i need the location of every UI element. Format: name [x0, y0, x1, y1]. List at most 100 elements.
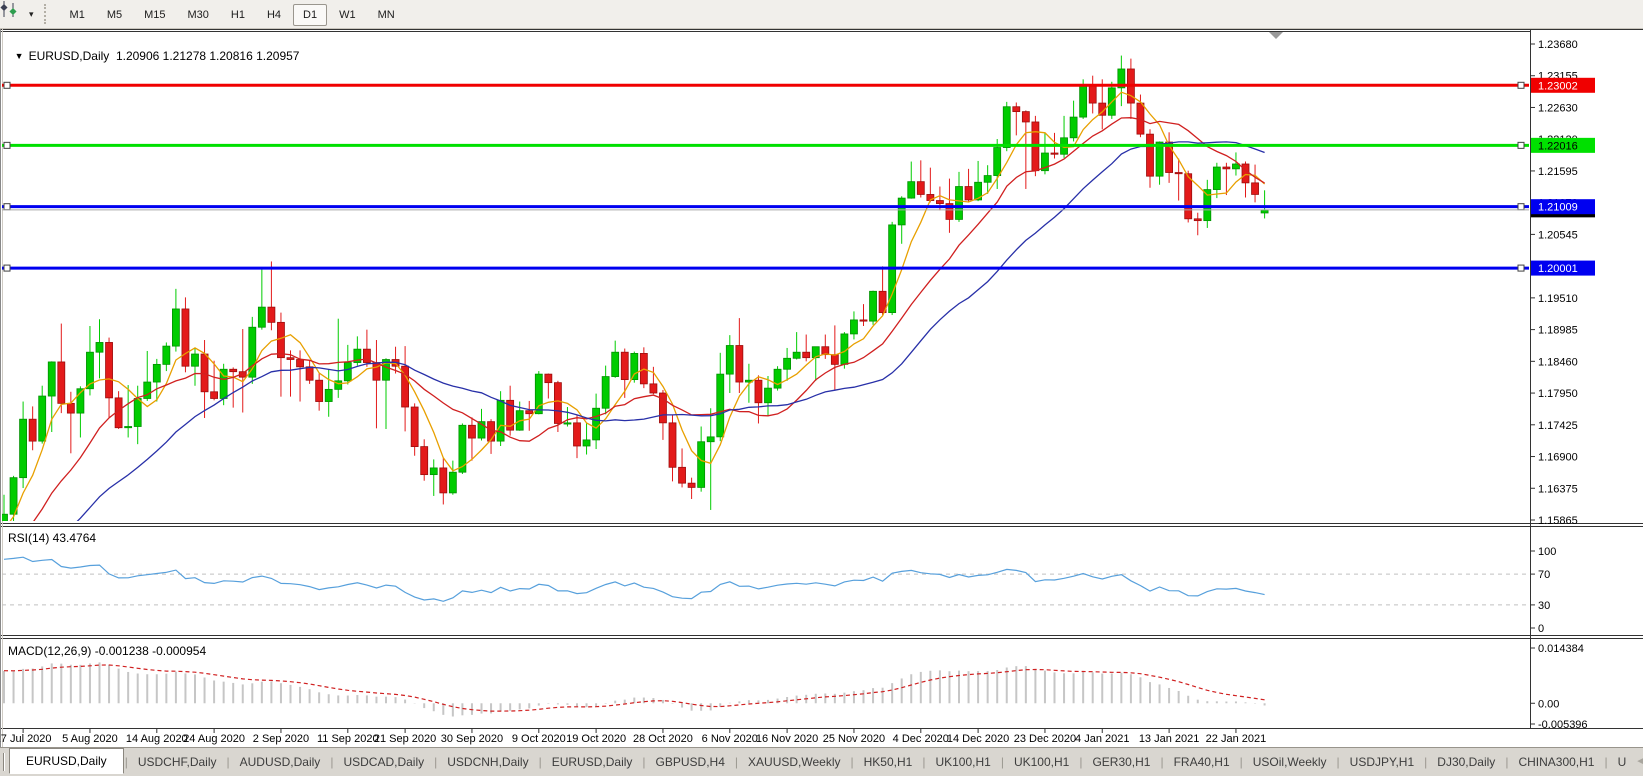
- svg-text:13 Jan 2021: 13 Jan 2021: [1139, 733, 1200, 745]
- chart-objects-icon[interactable]: [0, 1, 27, 23]
- hline-1.22016[interactable]: [2, 141, 1529, 149]
- price-badge-1.20001: 1.20001: [1531, 260, 1595, 276]
- macd-label: MACD(12,26,9) -0.001238 -0.000954: [8, 644, 207, 658]
- svg-text:1.21009: 1.21009: [1538, 202, 1578, 214]
- svg-text:19 Oct 2020: 19 Oct 2020: [566, 733, 626, 745]
- svg-text:11 Sep 2020: 11 Sep 2020: [317, 733, 379, 745]
- svg-text:70: 70: [1538, 569, 1550, 581]
- toolbar-grip[interactable]: [43, 4, 50, 24]
- timeframe-button-h4[interactable]: H4: [266, 9, 282, 21]
- svg-text:28 Oct 2020: 28 Oct 2020: [633, 733, 693, 745]
- tab-separator: |: [1239, 755, 1243, 769]
- chart-title: ▼ EURUSD,Daily 1.20906 1.21278 1.20816 1.…: [8, 35, 300, 63]
- hline-1.21009[interactable]: [2, 203, 1529, 211]
- chart-tab-eurusd-daily[interactable]: EURUSD,Daily: [9, 747, 124, 774]
- slow-ma-25: [76, 141, 1265, 521]
- timeframe-button-m30[interactable]: M30: [187, 9, 209, 21]
- svg-text:22 Jan 2021: 22 Jan 2021: [1206, 733, 1267, 745]
- tab-separator: |: [434, 755, 438, 769]
- rsi-line: [3, 556, 1265, 602]
- chart-tab-bar: EURUSD,Daily | USDCHF,Daily | AUDUSD,Daily | U…: [0, 747, 1643, 776]
- mid-ma-13: [33, 117, 1265, 521]
- symbol-dropdown-icon[interactable]: ▼: [14, 51, 24, 61]
- chart-shift-marker[interactable]: [1269, 32, 1283, 39]
- chart-tab-fra40-h1[interactable]: FRA40,H1: [1173, 755, 1230, 769]
- tab-separator: |: [1000, 755, 1004, 769]
- svg-text:5 Aug 2020: 5 Aug 2020: [62, 733, 118, 745]
- chart-tab-usdjpy-h1[interactable]: USDJPY,H1: [1349, 755, 1415, 769]
- svg-text:1.23002: 1.23002: [1538, 80, 1578, 92]
- chart-tab-gbpusd-h4[interactable]: GBPUSD,H4: [655, 755, 725, 769]
- chart-tab-usdcad-daily[interactable]: USDCAD,Daily: [343, 755, 425, 769]
- chart-tab-u[interactable]: U: [1617, 755, 1627, 769]
- timeframe-button-w1[interactable]: W1: [339, 9, 356, 21]
- svg-text:1.16900: 1.16900: [1538, 452, 1578, 464]
- timeframe-button-mn[interactable]: MN: [377, 9, 395, 21]
- rsi-label: RSI(14) 43.4764: [8, 531, 97, 545]
- timeframe-button-d1[interactable]: D1: [293, 4, 328, 26]
- tab-separator: |: [1160, 755, 1164, 769]
- tab-separator: |: [1505, 755, 1509, 769]
- chart-tab-audusd-daily[interactable]: AUDUSD,Daily: [239, 755, 321, 769]
- svg-text:1.15865: 1.15865: [1538, 515, 1578, 527]
- chart-tab-xauusd-weekly[interactable]: XAUUSD,Weekly: [748, 755, 841, 769]
- tab-separator: |: [642, 755, 646, 769]
- timeframe-button-m1[interactable]: M1: [69, 9, 85, 21]
- tab-separator: |: [1079, 755, 1083, 769]
- chart-tab-eurusd-daily[interactable]: EURUSD,Daily: [551, 755, 633, 769]
- svg-text:1.22016: 1.22016: [1538, 140, 1578, 152]
- chart-tab-usdchf-daily[interactable]: USDCHF,Daily: [137, 755, 217, 769]
- chart-tab-uk100-h1[interactable]: UK100,H1: [1013, 755, 1070, 769]
- tab-separator: |: [226, 755, 230, 769]
- tab-separator: |: [850, 755, 854, 769]
- chevron-down-icon[interactable]: ▾: [29, 8, 34, 19]
- hline-1.20001[interactable]: [2, 264, 1529, 272]
- tabbar-grip[interactable]: [3, 753, 5, 771]
- macd-signal-line: [3, 664, 1265, 712]
- chart-tab-usdcnh-daily[interactable]: USDCNH,Daily: [447, 755, 529, 769]
- svg-text:27 Jul 2020: 27 Jul 2020: [0, 733, 52, 745]
- svg-text:25 Nov 2020: 25 Nov 2020: [823, 733, 885, 745]
- svg-text:1.19510: 1.19510: [1538, 293, 1578, 305]
- tab-separator: |: [922, 755, 926, 769]
- timeframe-button-h1[interactable]: H1: [230, 9, 245, 21]
- chart-tab-usoil-weekly[interactable]: USOil,Weekly: [1252, 755, 1327, 769]
- candles: [2, 55, 1269, 521]
- svg-text:0.00: 0.00: [1538, 698, 1559, 710]
- svg-text:1.22630: 1.22630: [1538, 102, 1578, 114]
- chart-tab-ger30-h1[interactable]: GER30,H1: [1092, 755, 1151, 769]
- svg-text:30 Sep 2020: 30 Sep 2020: [441, 733, 503, 745]
- svg-text:1.21595: 1.21595: [1538, 166, 1578, 178]
- svg-text:1.17425: 1.17425: [1538, 420, 1578, 432]
- price-badge-1.23002: 1.23002: [1531, 77, 1595, 93]
- timeframe-button-m15[interactable]: M15: [144, 9, 166, 21]
- svg-text:0.014384: 0.014384: [1538, 643, 1584, 655]
- tab-separator: |: [124, 755, 128, 769]
- svg-text:6 Nov 2020: 6 Nov 2020: [702, 733, 758, 745]
- macd-histogram: [3, 662, 1266, 717]
- svg-text:14 Aug 2020: 14 Aug 2020: [126, 733, 188, 745]
- tab-separator: |: [1604, 755, 1608, 769]
- svg-text:1.20001: 1.20001: [1538, 263, 1578, 275]
- timeframe-button-m5[interactable]: M5: [106, 9, 123, 21]
- tab-scroll-left-icon[interactable]: ◄: [1635, 756, 1643, 767]
- chart-tab-hk50-h1[interactable]: HK50,H1: [863, 755, 913, 769]
- tab-separator: |: [1424, 755, 1428, 769]
- svg-text:4 Jan 2021: 4 Jan 2021: [1075, 733, 1129, 745]
- chart-tab-china300-h1[interactable]: CHINA300,H1: [1518, 755, 1595, 769]
- svg-text:9 Oct 2020: 9 Oct 2020: [512, 733, 566, 745]
- svg-text:-0.005396: -0.005396: [1538, 719, 1588, 731]
- hline-1.23002[interactable]: [2, 81, 1529, 89]
- chart-tab-uk100-h1[interactable]: UK100,H1: [935, 755, 991, 769]
- price-axis: 1.236801.231551.226301.221201.215951.210…: [1530, 39, 1578, 527]
- svg-text:1.18460: 1.18460: [1538, 356, 1578, 368]
- svg-text:1.16375: 1.16375: [1538, 483, 1578, 495]
- svg-text:1.20545: 1.20545: [1538, 229, 1578, 241]
- chart-tab-dj30-daily[interactable]: DJ30,Daily: [1437, 755, 1496, 769]
- tab-separator: |: [538, 755, 542, 769]
- chart-title-symbol: EURUSD,Daily: [28, 49, 110, 63]
- timeframe-toolbar: ▾ M1 M5 M15 M30 H1 H4 D1 W1 MN: [0, 0, 1643, 29]
